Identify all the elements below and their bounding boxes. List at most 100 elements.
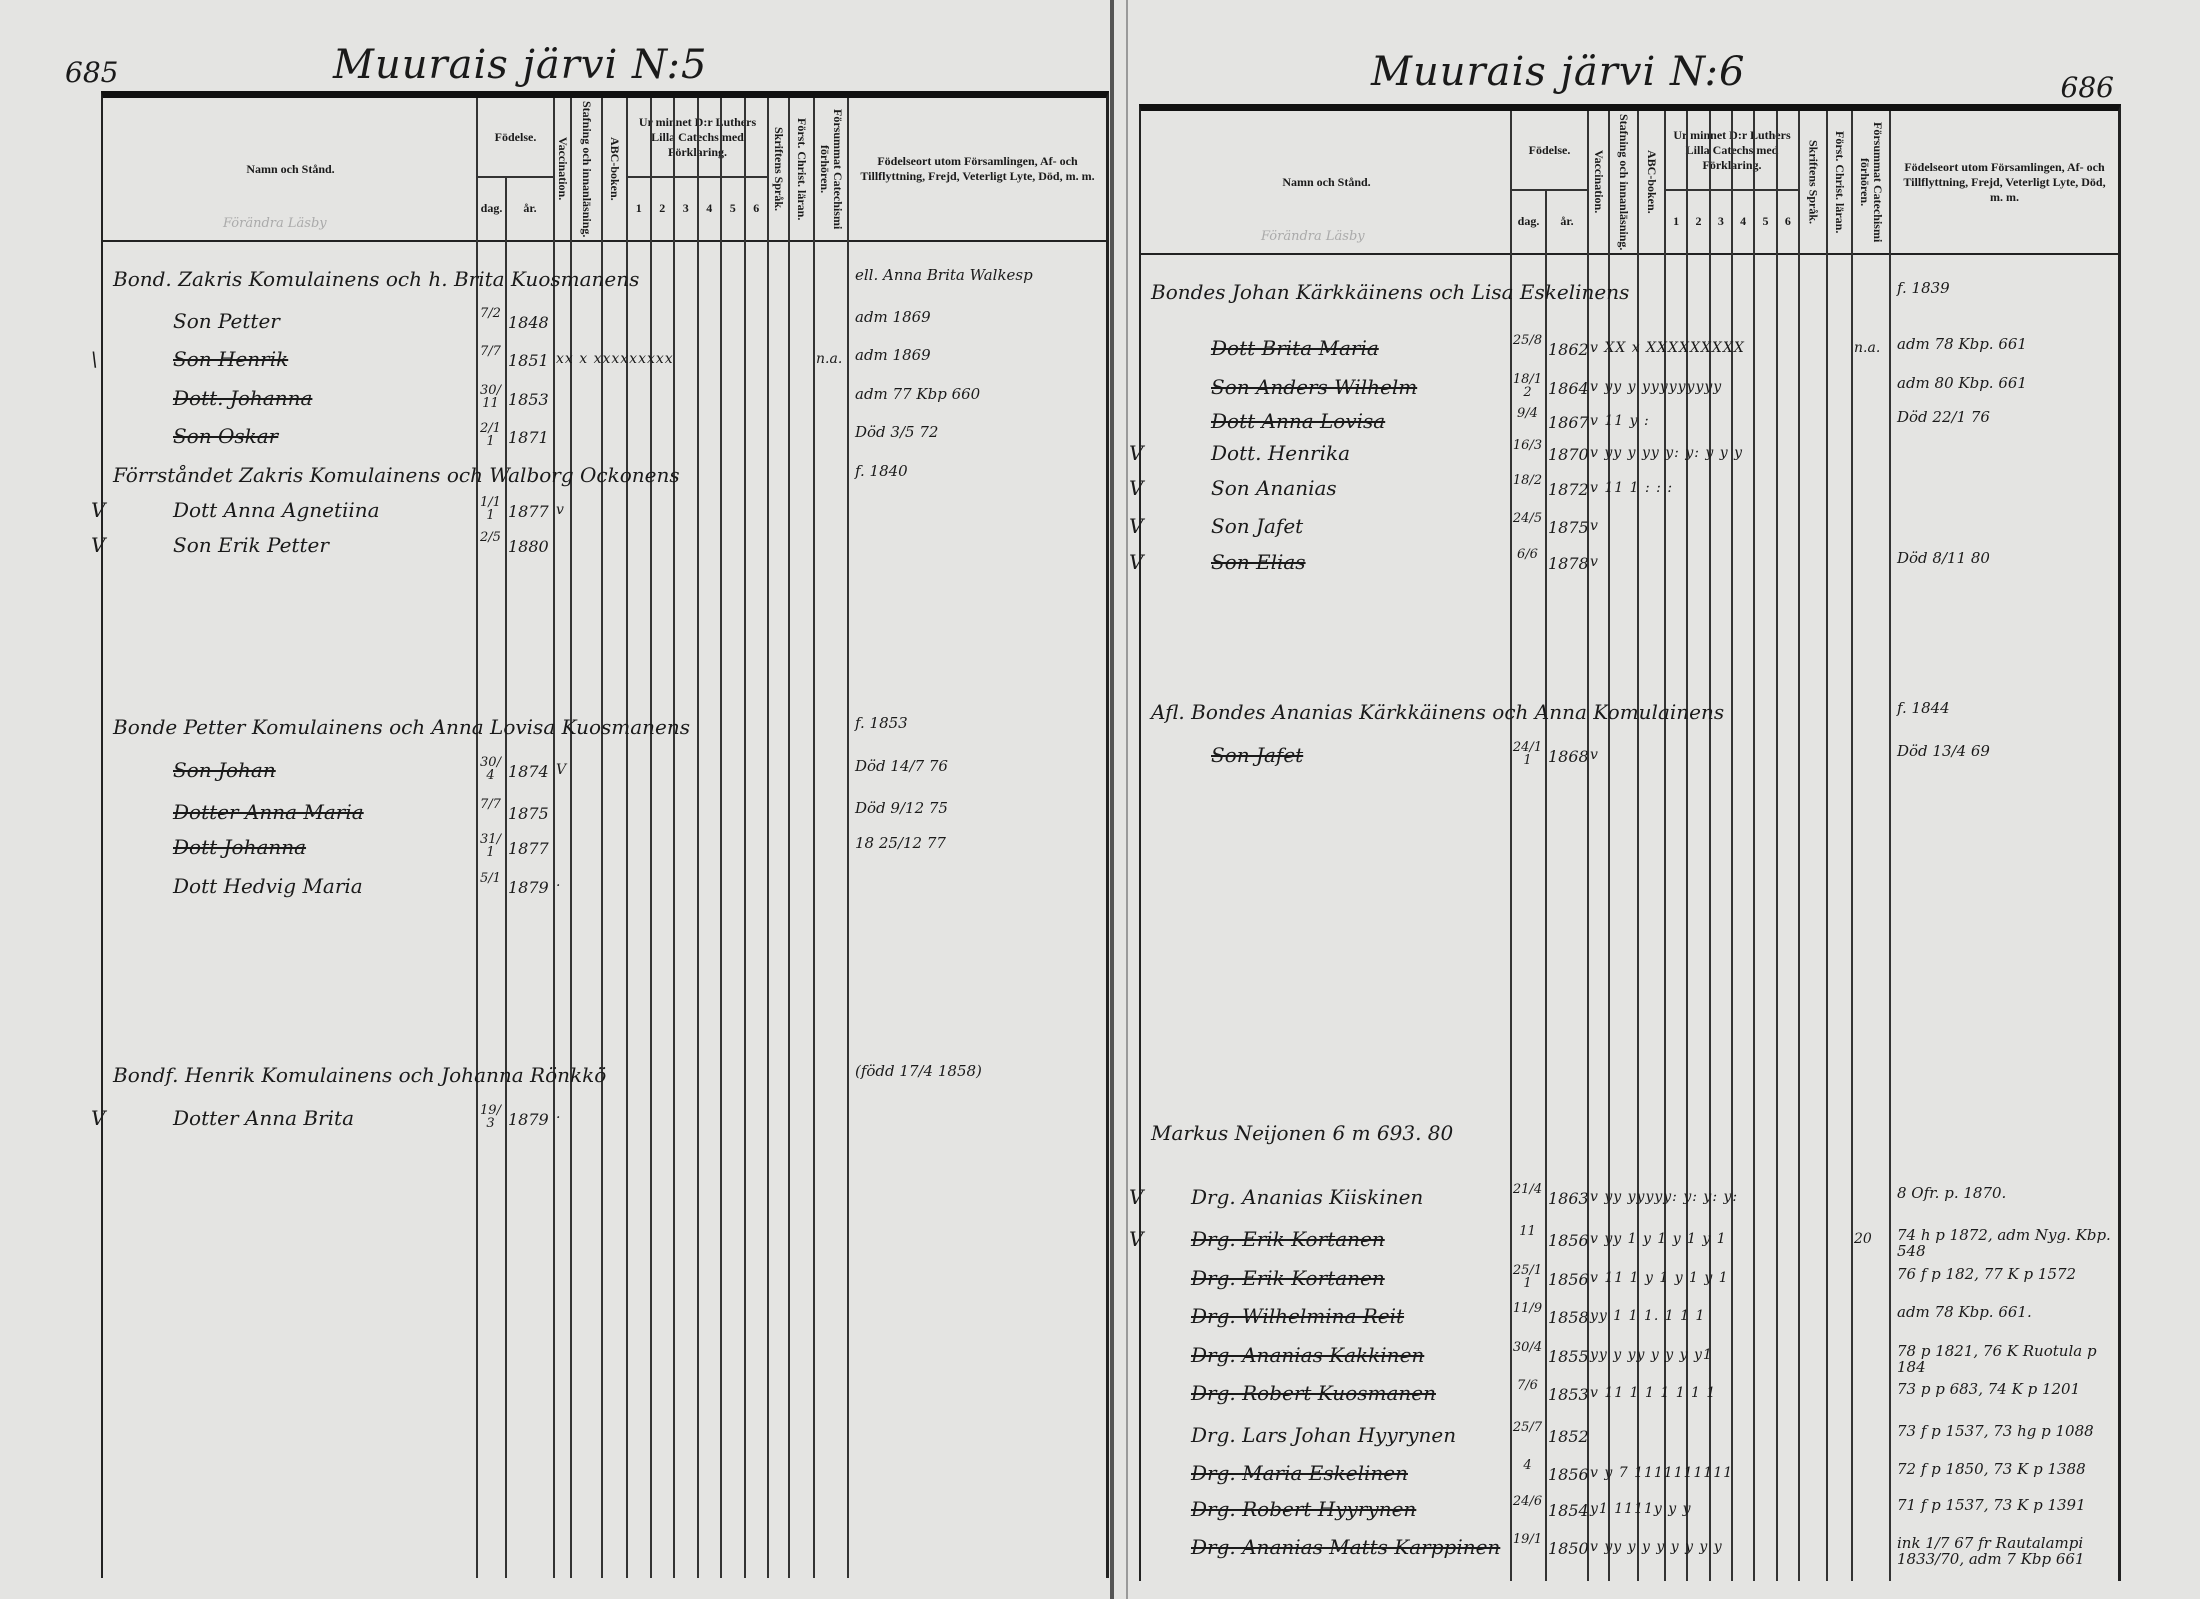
birthplace-note: Död 13/4 69 [1897,742,1990,760]
progress-marks: yy y yy y y y y1 [1590,1347,1713,1363]
person-name: Son Jafet [1211,514,1304,538]
table-row: Bonde Petter Komulainens och Anna Lovisa… [103,715,1106,745]
person-name: Drg. Ananias Kiiskinen [1191,1185,1424,1209]
header-catechism-part: 3 [682,200,689,215]
table-row: V Drg. Erik Kortanen 11 1856 v yy 1 y 1 y 1 … [1129,1225,2118,1259]
person-name: Dott Brita Maria [1211,336,1379,360]
person-name: Dott. Johanna [173,386,313,410]
column-rule [1587,111,1589,1581]
progress-marks: V [556,762,568,778]
progress-marks: v yy y yy y: y: y y y [1590,445,1744,461]
header-scripture: Skriftens Språk. [772,126,786,212]
missed-hearings: 20 [1854,1231,1872,1247]
birth-year: 1853 [508,390,549,409]
faint-pencil-note: Förändra Läsby [223,216,327,231]
header-abc: ABC-boken. [608,137,622,201]
header-christian: Först. Christ. läran. [795,117,809,221]
person-name: Drg. Lars Johan Hyyrynen [1191,1423,1457,1447]
birthplace-note: f. 1853 [855,714,908,732]
progress-marks: v XX x XXXXXXXXX [1590,340,1745,356]
birth-year: 1850 [1548,1539,1589,1558]
birth-year: 1856 [1548,1270,1589,1289]
birth-day: 25/8 [1512,333,1543,348]
table-row: Son Anders Wilhelm 18/12 1864 v yy y yyyyyy… [1141,373,2118,405]
birth-year: 1854 [1548,1501,1589,1520]
column-rule [1637,111,1639,1581]
birth-year: 1875 [508,804,549,823]
person-name: Drg. Ananias Matts Karppinen [1191,1535,1501,1559]
column-rule [1686,111,1689,1581]
person-name: Drg. Wilhelmina Reit [1191,1304,1405,1328]
check-mark: V [1129,1227,1144,1251]
header-year: år. [523,200,537,215]
table-row: V Son Ananias 18/2 1872 v 11 1 : : : [1129,474,2118,506]
person-name: Son Oskar [173,424,279,448]
table-row: Dott Hedvig Maria 5/1 1879 · [103,872,1106,904]
column-rule [626,98,628,1578]
table-row: Dott Johanna 31/1 1877 18 25/12 77 [103,833,1106,865]
birth-day: 16/3 [1512,438,1543,453]
table-row: Dott. Johanna 30/11 1853 adm 77 Kbp 660 [103,383,1106,416]
progress-marks: yy 1 1 1. 1 1 1 [1590,1308,1706,1324]
person-name: Bondes Johan Kärkkäinens och Lisa Eskeli… [1151,280,1630,304]
column-rule [696,98,699,1578]
birth-day: 30/11 [480,383,501,411]
birthplace-note: ell. Anna Brita Walkesp [855,266,1033,284]
header-name: Namn och Stånd. [1282,174,1371,189]
check-mark: V [1129,514,1144,538]
table-row: Bondf. Henrik Komulainens och Johanna Rö… [103,1063,1106,1093]
table-row: Son Johan 30/4 1874 V Död 14/7 76 [103,756,1106,788]
birth-year: 1853 [1548,1385,1589,1404]
person-name: Son Jafet [1211,743,1304,767]
birth-day: 11/9 [1512,1301,1543,1316]
header-birth: Födelse. [1528,142,1571,157]
column-rule [649,98,652,1578]
check-mark: \ [91,347,98,371]
birth-day: 25/7 [1512,1420,1543,1435]
person-name: Son Petter [173,309,280,333]
person-name: Drg. Ananias Kakkinen [1191,1343,1425,1367]
column-rule [788,98,790,1578]
birth-year: 1867 [1548,413,1589,432]
book-gutter [1110,0,1114,1599]
table-row: Drg. Erik Kortanen 25/11 1856 v 11 1 y 1 y … [1141,1264,2118,1296]
book-gutter-edge [1126,0,1128,1599]
page-number: 685 [65,56,119,89]
header-catechism-part: 6 [753,200,760,215]
person-name: Dott. Henrika [1211,441,1351,465]
birth-year: 1870 [1548,445,1589,464]
column-rule [476,98,478,1578]
birth-day: 6/6 [1517,547,1538,562]
birthplace-note: 76 f p 182, 77 K p 1572 [1897,1265,2077,1283]
person-name: Son Anders Wilhelm [1211,375,1418,399]
birthplace-note: Död 9/12 75 [855,799,948,817]
table-row: V Son Elias 6/6 1878 v Död 8/11 80 [1129,547,2118,580]
person-name: Förrståndet Zakris Komulainens och Walbo… [113,463,680,487]
progress-marks: v yy yyyyy: y: y: y: [1590,1189,1739,1205]
day-year-rule [1545,189,1547,1581]
table-row: Markus Neijonen 6 m 693. 80 [1141,1121,2118,1151]
column-rule [813,98,815,1578]
table-row: Bondes Johan Kärkkäinens och Lisa Eskeli… [1141,280,2118,310]
birth-year: 1856 [1548,1465,1589,1484]
column-rule [767,98,769,1578]
table-row: Bond. Zakris Komulainens och h. Brita Ku… [103,267,1106,297]
birthplace-note: adm 78 Kbp. 661. [1897,1303,2032,1321]
header-birthplace: Födelseort utom Församlingen, Af- och Ti… [860,154,1095,183]
progress-marks: v 11 1 : : : [1590,480,1674,496]
progress-marks: v [556,502,565,518]
birthplace-note: 18 25/12 77 [855,834,946,852]
birth-day: 1/11 [480,495,501,523]
birth-year: 1858 [1548,1308,1589,1327]
birth-day: 7/7 [480,344,501,359]
table-header: Namn och Stånd. Födelse. dag. år. Vaccinatio… [103,98,1106,242]
faint-pencil-note: Förändra Läsby [1261,229,1365,244]
person-name: Dott Hedvig Maria [173,874,363,898]
birthplace-note: 8 Ofr. p. 1870. [1897,1184,2007,1202]
person-name: Bond. Zakris Komulainens och h. Brita Ku… [113,267,640,291]
day-year-rule [505,176,507,1578]
header-spelling: Stafning och innanläsning. [580,100,594,238]
birth-day: 19/1 [1512,1532,1543,1547]
progress-marks: v yy y yyyyyyyyy [1590,379,1723,395]
table-row: Son Jafet 24/11 1868 v Död 13/4 69 [1141,741,2118,773]
